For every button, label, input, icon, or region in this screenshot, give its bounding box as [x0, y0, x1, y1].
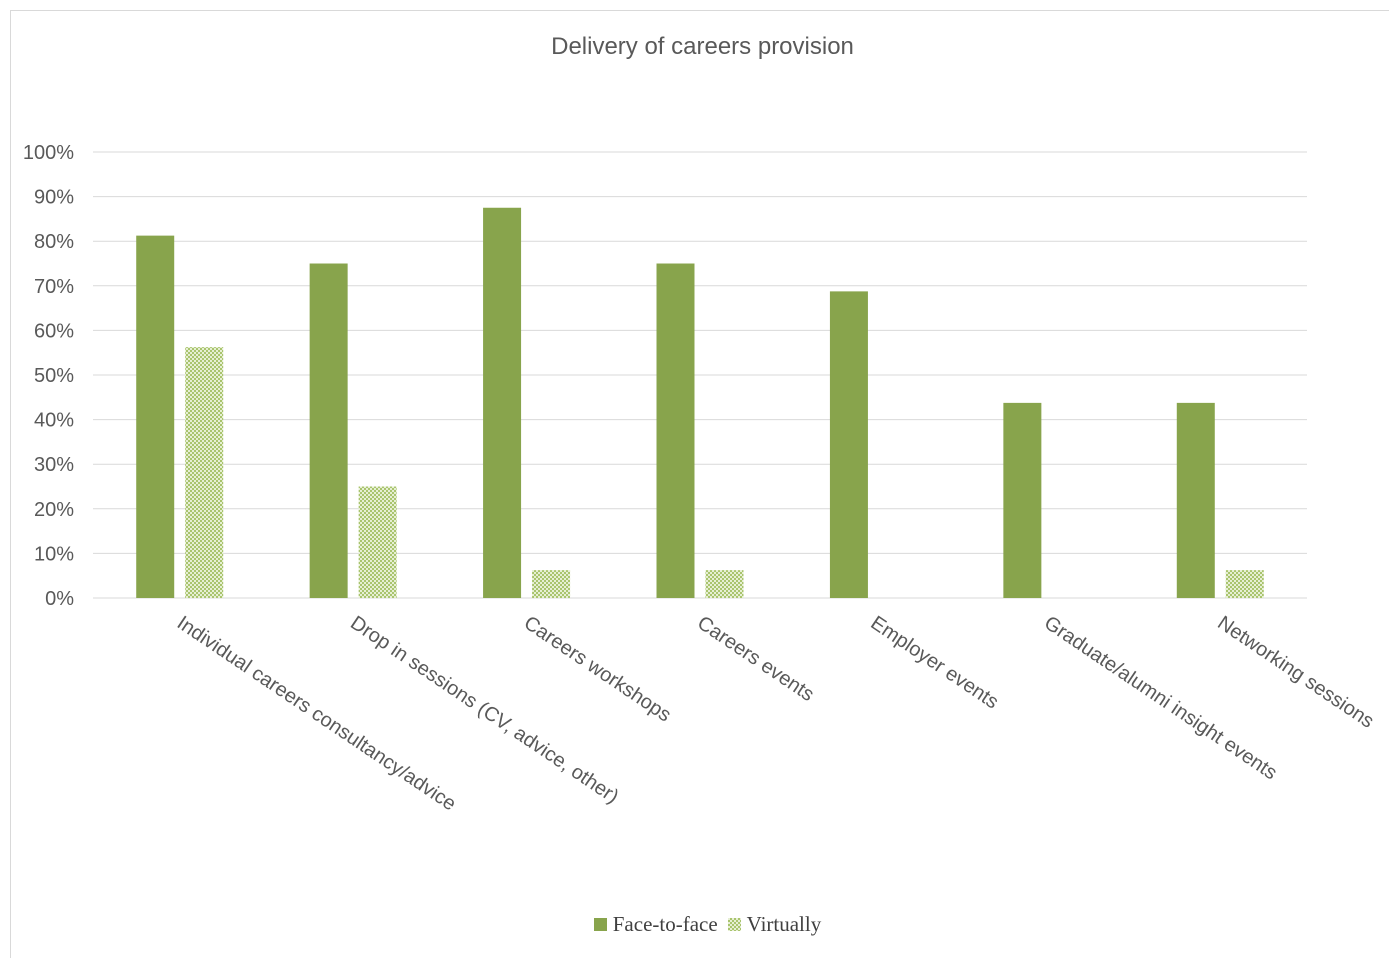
y-tick-label: 100%	[23, 142, 74, 164]
y-tick-label: 60%	[34, 320, 74, 342]
x-tick-label: Employer events	[867, 612, 1003, 714]
bar-virtually	[358, 486, 397, 598]
y-tick-label: 70%	[34, 276, 74, 298]
legend-item-virtually: Virtually	[727, 912, 822, 937]
bar-face-to-face	[136, 235, 175, 598]
y-tick-label: 20%	[34, 499, 74, 521]
y-tick-label: 90%	[34, 187, 74, 209]
bar-face-to-face	[1176, 402, 1215, 598]
x-tick-label: Networking sessions	[1213, 612, 1377, 733]
x-tick-label: Careers workshops	[520, 612, 675, 727]
x-tick-label: Careers events	[693, 612, 818, 706]
legend-swatch-virtually	[727, 918, 741, 931]
legend-label-face-to-face: Face-to-face	[612, 912, 718, 936]
legend: Face-to-face Virtually	[0, 912, 1389, 937]
y-tick-label: 30%	[34, 454, 74, 476]
bar-face-to-face	[483, 207, 522, 598]
chart-area	[10, 10, 1389, 958]
y-tick-label: 0%	[45, 588, 74, 610]
bar-face-to-face	[1003, 402, 1042, 598]
bar-face-to-face	[656, 263, 695, 598]
y-tick-label: 50%	[34, 365, 74, 387]
y-tick-label: 80%	[34, 231, 74, 253]
bar-virtually	[185, 347, 224, 598]
bar-face-to-face	[829, 291, 868, 598]
x-tick-label: Individual careers consultancy/advice	[173, 612, 460, 815]
bar-virtually	[1225, 570, 1264, 598]
chart-title: Delivery of careers provision	[551, 33, 854, 60]
legend-label-virtually: Virtually	[746, 912, 822, 936]
legend-swatch-face-to-face	[593, 918, 607, 931]
legend-item-face-to-face: Face-to-face	[593, 912, 718, 937]
bar-face-to-face	[309, 263, 348, 598]
y-tick-label: 40%	[34, 410, 74, 432]
bar-virtually	[705, 570, 744, 598]
y-tick-label: 10%	[34, 543, 74, 565]
x-tick-label: Drop in sessions (CV, advice, other)	[346, 612, 622, 808]
bar-virtually	[532, 570, 571, 598]
